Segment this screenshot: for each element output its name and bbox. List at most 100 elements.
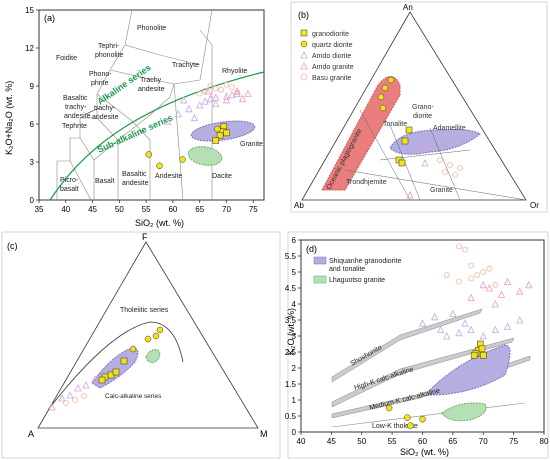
c-qd-3 (152, 332, 160, 340)
d-point-basu-granite (492, 281, 499, 288)
d-point-amdo-diorite (467, 325, 475, 334)
d-point-granodiorite (480, 351, 487, 359)
b-basu-3 (442, 169, 448, 175)
d-ytick-label: 4 (292, 300, 297, 309)
vertex-f: F (142, 232, 148, 242)
a-ytick-label: 9 (30, 82, 35, 91)
c-gd-4 (120, 357, 128, 365)
d-point-quartz-diorite (419, 415, 426, 423)
legend-swatch-lhaguotso (313, 275, 327, 284)
low-k-line (331, 402, 526, 428)
panel-d: (d) Shoshonite High-K calc-alkaline Medi… (285, 231, 549, 459)
a-point-quartz-diorite (156, 162, 163, 170)
d-point-amdo-granite (503, 277, 512, 286)
c-gd-3 (112, 368, 120, 376)
d-xtick-label: 40 (297, 437, 306, 446)
tas-label-tephrite: Tephrite (62, 123, 87, 130)
d-point-amdo-granite (525, 280, 533, 289)
b-gd-2 (401, 137, 409, 145)
label-tonalite: Tonalite (383, 121, 407, 128)
a-point-amdo-diorite (201, 97, 209, 105)
a-point-amdo-granite (238, 94, 247, 103)
d-point-basu-granite (486, 265, 493, 272)
a-point-amdo-diorite (174, 109, 182, 118)
tholeiitic-divider (47, 321, 184, 411)
b-amdo-3 (406, 191, 414, 199)
medium-k-line (331, 355, 531, 419)
b-basu-4 (452, 172, 458, 178)
a-point-quartz-diorite (179, 156, 186, 163)
a-point-amdo-diorite (212, 99, 220, 108)
d-ytick-label: 1.5 (285, 380, 297, 389)
tas-label-dacite: Dacite (212, 173, 232, 180)
a-point-basu-granite (228, 84, 235, 91)
legend-label-amdo-diorite: Amdo diorite (312, 53, 351, 60)
panel-d-purple-field (429, 344, 511, 396)
d-ytick-label: 5.5 (285, 252, 297, 261)
b-qd-3 (379, 104, 387, 112)
label-granite-b: Granite (430, 187, 453, 194)
d-point-amdo-granite (497, 290, 506, 298)
a-point-amdo-granite (222, 96, 231, 104)
d-point-basu-granite (468, 262, 475, 269)
panel-b-triangle (301, 11, 527, 201)
legend-swatch-amdo-diorite (300, 51, 308, 59)
panel-b-label: (b) (298, 10, 309, 20)
a-point-amdo-diorite (185, 104, 193, 113)
tas-boundaries-8 (109, 9, 213, 85)
c-am-1 (48, 403, 56, 411)
a-point-amdo-diorite (222, 92, 231, 100)
label-medium-k: Medium-K calc-alkaline (369, 388, 441, 412)
shoshonite-line (331, 308, 483, 383)
panel-d-green-field (441, 402, 487, 422)
tas-label-trachy-2: andesite (138, 86, 165, 93)
c-gd-5 (98, 376, 106, 384)
a-point-granodiorite (216, 132, 224, 139)
d-point-basu-granite (456, 278, 462, 285)
a-ytick-label: 12 (25, 44, 34, 53)
panel-d-yticks: 0 0.5 1 1.5 2 2.5 3 3.5 4 4.5 5 5.5 6 (285, 236, 301, 437)
tas-label-basalt: Basalt (95, 178, 115, 185)
panel-d-xlabel: SiO₂ (wt. %) (400, 447, 449, 457)
tas-label-basaltic-andesite: Basaltic (122, 171, 147, 178)
tas-label-trachyte: Trachyte (172, 62, 199, 69)
panel-b-boundaries-4 (344, 169, 527, 201)
a-point-basu-granite (196, 90, 203, 97)
panel-d-ylabel: K₂O (wt. %) (286, 308, 296, 355)
a-point-amdo-granite (204, 87, 212, 95)
d-ytick-label: 5 (292, 268, 297, 277)
a-point-basu-granite (212, 85, 219, 92)
c-am-6 (91, 375, 99, 383)
panel-d-points (385, 243, 533, 429)
a-point-amdo-granite (228, 90, 236, 99)
c-basu-3 (81, 393, 87, 399)
d-point-basu-granite (474, 272, 481, 279)
d-xtick-label: 70 (479, 437, 488, 446)
tas-label-rhyolite: Rhyolite (222, 68, 247, 75)
d-point-basu-granite (468, 275, 475, 282)
b-basu-2 (447, 162, 453, 168)
panel-b-points (377, 76, 463, 199)
a-point-amdo-granite (212, 93, 220, 101)
legend-label-basu-granite: Basu granite (312, 75, 351, 82)
d-ytick-label: 3.5 (285, 316, 297, 325)
d-point-amdo-diorite (418, 319, 427, 327)
a-xtick-label: 55 (142, 205, 151, 214)
panel-a-green-field (187, 146, 223, 166)
a-point-quartz-diorite (145, 151, 153, 158)
d-xtick-label: 80 (540, 437, 549, 446)
tas-boundaries-2 (69, 160, 92, 201)
tas-label-granite: Granite (240, 141, 263, 148)
tas-boundaries-5 (96, 93, 151, 200)
d-point-granodiorite (470, 351, 478, 359)
d-point-quartz-diorite (385, 404, 393, 412)
legend-label-amdo-granite: Amdo granite (312, 64, 354, 71)
d-point-basu-granite (456, 243, 462, 250)
d-ytick-label: 6 (292, 236, 297, 245)
d-point-amdo-granite (491, 300, 500, 308)
tas-label-phonolite: Phonolite (137, 25, 166, 32)
d-ytick-label: 0 (292, 428, 297, 437)
b-gd-4 (398, 159, 406, 167)
panel-b-legend: granodiorite quartz diorite Amdo diorite… (300, 29, 354, 82)
